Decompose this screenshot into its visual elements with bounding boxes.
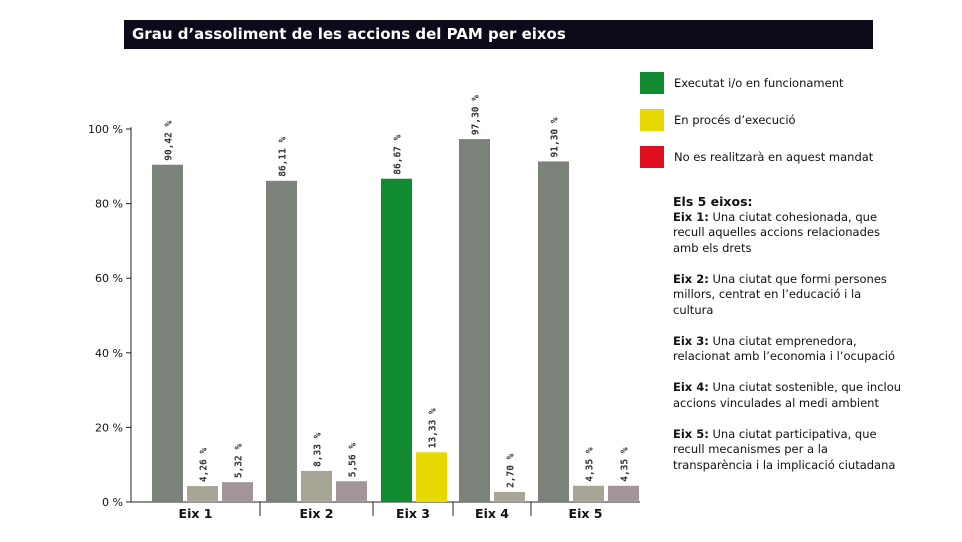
descriptions-heading: Els 5 eixos:	[673, 194, 753, 209]
bar	[494, 491, 525, 502]
bar-value-label: 2,70 %	[506, 453, 517, 488]
y-tick-label: 40 %	[95, 347, 123, 360]
description-name: Eix 4:	[673, 380, 709, 394]
x-category-label: Eix 5	[569, 506, 603, 521]
legend-swatch	[640, 146, 664, 168]
description-text: Una ciutat participativa, que recull mec…	[673, 426, 896, 472]
description-eix-4: Eix 4: Una ciutat sostenible, que inclou…	[673, 380, 903, 411]
x-category-label: Eix 3	[396, 506, 430, 521]
legend-swatch	[640, 109, 664, 131]
legend-swatch	[640, 72, 664, 94]
x-category-label: Eix 2	[300, 506, 334, 521]
y-tick-label: 0 %	[102, 496, 123, 509]
bar-value-label: 97,30 %	[471, 95, 482, 135]
description-eix-3: Eix 3: Una ciutat emprenedora, relaciona…	[673, 334, 903, 365]
bar	[222, 482, 253, 502]
legend-item-executat: Executat i/o en funcionament	[640, 72, 844, 94]
bar	[381, 178, 412, 503]
description-text: Una ciutat que formi persones millors, c…	[673, 271, 887, 317]
bar-value-label: 86,67 %	[393, 134, 404, 174]
description-eix-2: Eix 2: Una ciutat que formi persones mil…	[673, 272, 903, 319]
bar-value-label: 5,32 %	[234, 444, 245, 479]
legend-label: Executat i/o en funcionament	[674, 76, 844, 90]
bar-value-label: 91,30 %	[550, 117, 561, 157]
legend-label: No es realitzarà en aquest mandat	[674, 150, 874, 164]
description-name: Eix 5:	[673, 426, 709, 441]
bar	[266, 180, 297, 502]
x-category-label: Eix 4	[475, 506, 509, 521]
description-name: Eix 1:	[673, 209, 709, 224]
legend-item-no-realitzara: No es realitzarà en aquest mandat	[640, 146, 873, 168]
bar	[152, 164, 183, 502]
bar	[459, 139, 490, 503]
bar	[538, 161, 569, 503]
bar-value-label: 8,33 %	[313, 432, 324, 467]
axes-descriptions: Els 5 eixos: Eix 1: Una ciutat cohesiona…	[673, 194, 903, 489]
y-tick-label: 80 %	[95, 198, 123, 211]
bar	[608, 485, 639, 502]
description-text: Una ciutat sostenible, que inclou accion…	[673, 380, 902, 410]
description-name: Eix 2:	[673, 271, 709, 286]
bar-value-label: 86,11 %	[278, 136, 289, 176]
description-name: Eix 3:	[673, 333, 709, 348]
bar	[416, 452, 447, 502]
y-tick-label: 20 %	[95, 421, 123, 434]
legend-item-en-proces: En procés d’execució	[640, 109, 796, 131]
bar-value-label: 4,35 %	[620, 447, 631, 482]
bar-value-label: 13,33 %	[428, 408, 439, 448]
bar	[336, 481, 367, 502]
bar-value-label: 4,35 %	[585, 447, 596, 482]
y-tick-label: 60 %	[95, 272, 123, 285]
description-eix-5: Eix 5: Una ciutat participativa, que rec…	[673, 427, 903, 474]
description-eix-1: Eix 1: Una ciutat cohesionada, que recul…	[673, 210, 903, 257]
bar-value-label: 4,26 %	[199, 448, 210, 483]
legend-label: En procés d’execució	[674, 113, 796, 127]
bar	[573, 485, 604, 502]
description-text: Una ciutat emprenedora, relacionat amb l…	[673, 333, 896, 364]
chart-title: Grau d’assoliment de les accions del PAM…	[124, 20, 873, 49]
y-tick-label: 100 %	[88, 123, 123, 136]
bar	[301, 470, 332, 502]
x-category-label: Eix 1	[179, 506, 213, 521]
bar-value-label: 90,42 %	[164, 120, 175, 160]
bar-value-label: 5,56 %	[348, 443, 359, 478]
description-text: Una ciutat cohesionada, que recull aquel…	[673, 209, 880, 255]
bar	[187, 486, 218, 502]
